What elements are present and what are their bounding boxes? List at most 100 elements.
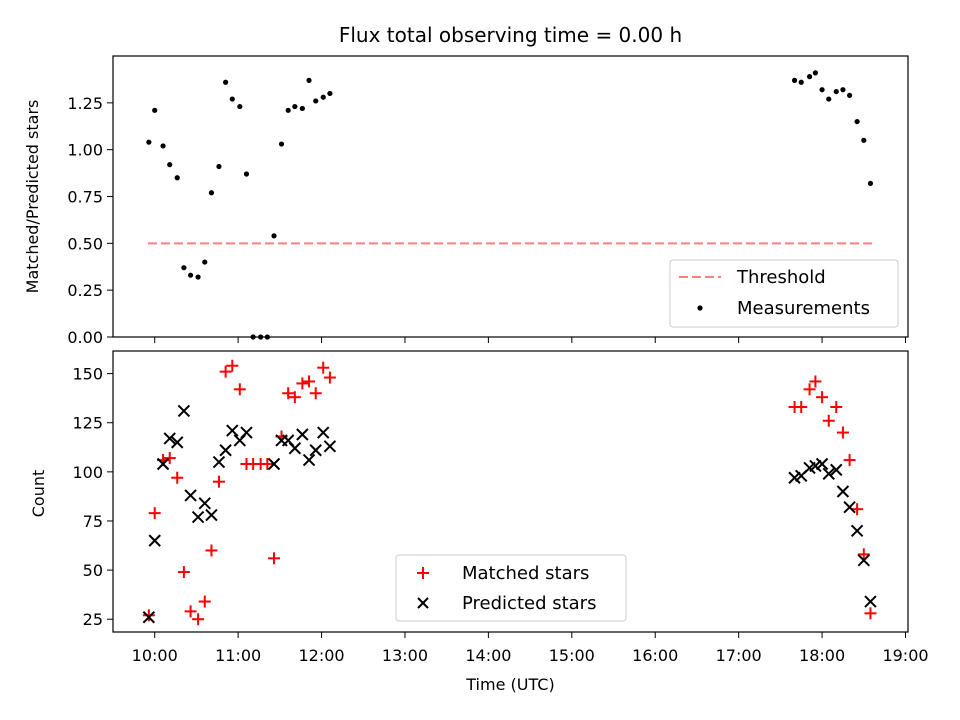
- measurement-point: [195, 274, 201, 280]
- marker-stroke: [857, 554, 870, 567]
- matched-star-marker: [309, 387, 322, 400]
- marker-stroke: [850, 524, 864, 538]
- marker-stroke: [156, 457, 170, 471]
- matched-star-marker: [803, 383, 816, 396]
- measurement-point: [819, 87, 825, 93]
- predicted-star-marker: [815, 457, 829, 471]
- x-axis-label: Time (UTC): [465, 675, 554, 694]
- matched-star-marker: [864, 607, 877, 620]
- bottom-legend-box: [395, 554, 627, 622]
- bottom-plot-frame: [112, 350, 909, 633]
- x-tick-label: 19:00: [882, 646, 928, 665]
- marker-stroke: [184, 489, 197, 502]
- matched-star-marker: [219, 365, 232, 378]
- legend-threshold-label: Threshold: [736, 267, 826, 288]
- measurement-point: [160, 143, 166, 149]
- x-tick-label: 16:00: [632, 646, 678, 665]
- marker-stroke: [843, 501, 856, 514]
- measurement-point: [146, 139, 152, 145]
- matched-star-marker: [198, 595, 211, 608]
- measurement-point: [292, 103, 298, 110]
- measurement-point: [840, 87, 846, 93]
- marker-stroke: [267, 457, 281, 471]
- legend-measurements-swatch: [697, 305, 703, 311]
- matched-star-marker: [851, 503, 864, 516]
- measurement-point: [867, 180, 874, 186]
- predicted-star-marker: [198, 497, 211, 510]
- marker-stroke: [317, 426, 330, 439]
- measurement-point: [847, 92, 853, 98]
- top-legend-box: [669, 259, 899, 328]
- chart-title: Flux total observing time = 0.00 h: [339, 23, 682, 47]
- x-tick-label: 15:00: [549, 646, 595, 665]
- measurement-point: [812, 70, 819, 76]
- marker-stroke: [148, 534, 161, 547]
- top-y-axis-label: Matched/Predicted stars: [23, 100, 42, 294]
- matched-star-marker: [148, 507, 161, 520]
- measurement-point: [208, 190, 215, 196]
- predicted-star-marker: [156, 457, 170, 471]
- marker-stroke: [191, 510, 205, 524]
- x-tick-label: 13:00: [382, 646, 428, 665]
- count-panel: Count Time (UTC) 25 50 75 100 125 150 10:00 11:…: [29, 350, 929, 694]
- predicted-star-marker: [219, 444, 232, 457]
- predicted-star-marker: [822, 467, 835, 481]
- legend-predicted-label: Predicted stars: [462, 593, 596, 614]
- predicted-star-marker: [830, 463, 843, 477]
- y-tick-label: 0.25: [67, 281, 103, 300]
- top-axis-ticks: 0.00 0.25 0.50 0.75 1.00 1.25: [67, 94, 906, 347]
- bottom-axis-ticks: 25 50 75 100 125 150 10:00 11:00 12:00 13:00 14:00…: [72, 365, 928, 665]
- x-tick-label: 11:00: [215, 646, 261, 665]
- predicted-star-marker: [850, 524, 864, 538]
- predicted-star-marker: [857, 554, 870, 567]
- measurement-point: [237, 103, 243, 110]
- measurement-point: [798, 79, 804, 85]
- predicted-star-marker: [240, 426, 253, 439]
- marker-stroke: [163, 432, 176, 445]
- matched-star-marker: [205, 544, 218, 557]
- matched-star-marker: [822, 414, 835, 427]
- marker-stroke: [177, 404, 191, 418]
- matched-star-marker: [192, 613, 205, 626]
- marker-stroke: [836, 485, 850, 498]
- x-tick-label: 14:00: [465, 646, 511, 665]
- predicted-star-marker: [302, 453, 316, 467]
- y-tick-label: 100: [72, 463, 103, 482]
- predicted-star-marker: [205, 508, 218, 522]
- y-tick-label: 0.50: [67, 234, 103, 253]
- measurement-point: [313, 98, 319, 104]
- marker-stroke: [309, 444, 322, 457]
- matched-star-marker: [226, 359, 239, 372]
- predicted-star-marker: [323, 440, 337, 453]
- matched-star-marker: [843, 454, 856, 467]
- ratio-panel: Flux total observing time = 0.00 h Match…: [23, 23, 909, 347]
- matched-star-marker: [212, 475, 225, 488]
- matched-star-marker: [809, 375, 822, 388]
- measurement-point: [833, 88, 839, 95]
- y-tick-label: 125: [72, 414, 103, 433]
- matched-star-marker: [261, 457, 274, 470]
- measurement-point: [278, 141, 285, 147]
- matched-star-marker: [268, 552, 281, 565]
- measurement-point: [187, 272, 194, 278]
- predicted-star-marker: [212, 455, 226, 469]
- predicted-star-marker: [843, 501, 856, 514]
- predicted-star-marker: [191, 510, 205, 524]
- marker-stroke: [212, 455, 226, 469]
- predicted-star-marker: [177, 404, 191, 418]
- marker-stroke: [142, 611, 156, 624]
- matched-star-marker: [816, 391, 829, 404]
- measurement-point: [243, 171, 250, 177]
- measurement-point: [854, 118, 860, 125]
- marker-stroke: [288, 442, 302, 455]
- x-tick-label: 17:00: [716, 646, 762, 665]
- predicted-star-marker: [163, 432, 176, 445]
- measurement-point: [229, 96, 235, 102]
- matched-star-marker: [233, 383, 246, 396]
- measurement-point: [861, 137, 867, 143]
- matched-star-marker: [836, 426, 849, 439]
- marker-stroke: [323, 440, 337, 453]
- measurement-point: [181, 265, 187, 271]
- predicted-star-marker: [288, 442, 302, 455]
